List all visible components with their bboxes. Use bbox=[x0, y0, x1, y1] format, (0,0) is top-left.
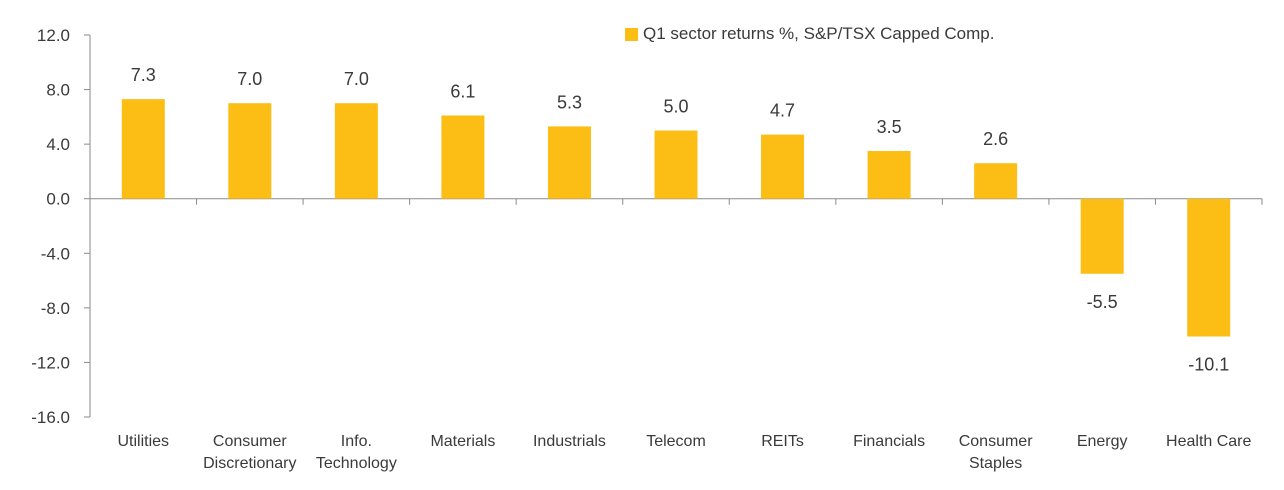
bar bbox=[547, 126, 591, 199]
bar bbox=[121, 99, 165, 199]
bar bbox=[654, 130, 698, 199]
data-label: 7.0 bbox=[237, 69, 262, 89]
data-label: 7.0 bbox=[344, 69, 369, 89]
category-label: Energy bbox=[1077, 433, 1128, 450]
y-tick-label: -16.0 bbox=[31, 408, 70, 427]
data-label: 3.5 bbox=[877, 117, 902, 137]
bar bbox=[334, 103, 378, 199]
bar bbox=[1080, 198, 1124, 274]
category-label: Info. bbox=[341, 433, 372, 450]
category-label: Utilities bbox=[117, 433, 169, 450]
category-label: Staples bbox=[969, 455, 1022, 472]
bar bbox=[228, 103, 272, 199]
data-label: 7.3 bbox=[131, 65, 156, 85]
y-tick-label: 12.0 bbox=[37, 26, 70, 45]
data-label: 4.7 bbox=[770, 101, 795, 121]
bar bbox=[761, 134, 805, 199]
category-label: Industrials bbox=[533, 433, 606, 450]
y-tick-label: 8.0 bbox=[46, 81, 70, 100]
category-label: REITs bbox=[761, 433, 804, 450]
category-label: Discretionary bbox=[203, 455, 296, 472]
y-tick-label: 4.0 bbox=[46, 135, 70, 154]
y-tick-label: -12.0 bbox=[31, 353, 70, 372]
y-tick-label: -8.0 bbox=[41, 299, 70, 318]
y-axis: 12.0 8.0 4.0 0.0 -4.0 -8.0 -12.0 -16.0 bbox=[31, 26, 91, 427]
bar bbox=[1187, 198, 1231, 337]
y-tick-label: -4.0 bbox=[41, 244, 70, 263]
category-label: Financials bbox=[853, 433, 925, 450]
data-label: -10.1 bbox=[1188, 355, 1229, 375]
category-label: Consumer bbox=[213, 433, 287, 450]
category-labels: Utilities Consumer Discretionary Info. Techn… bbox=[117, 433, 1251, 472]
category-label: Telecom bbox=[646, 433, 706, 450]
data-label: 5.0 bbox=[663, 97, 688, 117]
y-tick-label: 0.0 bbox=[46, 190, 70, 209]
category-label: Consumer bbox=[959, 433, 1033, 450]
legend-swatch bbox=[625, 28, 638, 41]
legend-label: Q1 sector returns %, S&P/TSX Capped Comp… bbox=[643, 24, 994, 43]
data-labels: 7.3 7.0 7.0 6.1 5.3 5.0 4.7 3.5 2.6 -5.5 -10.1 bbox=[131, 65, 1229, 374]
data-label: -5.5 bbox=[1087, 292, 1118, 312]
bar bbox=[867, 150, 911, 199]
bar bbox=[441, 115, 485, 199]
category-label: Materials bbox=[430, 433, 495, 450]
category-label: Health Care bbox=[1166, 433, 1251, 450]
bars bbox=[121, 99, 1231, 337]
legend: Q1 sector returns %, S&P/TSX Capped Comp… bbox=[625, 24, 994, 43]
data-label: 2.6 bbox=[983, 129, 1008, 149]
data-label: 5.3 bbox=[557, 92, 582, 112]
category-label: Technology bbox=[316, 455, 397, 472]
data-label: 6.1 bbox=[450, 81, 475, 101]
bar bbox=[974, 163, 1018, 199]
